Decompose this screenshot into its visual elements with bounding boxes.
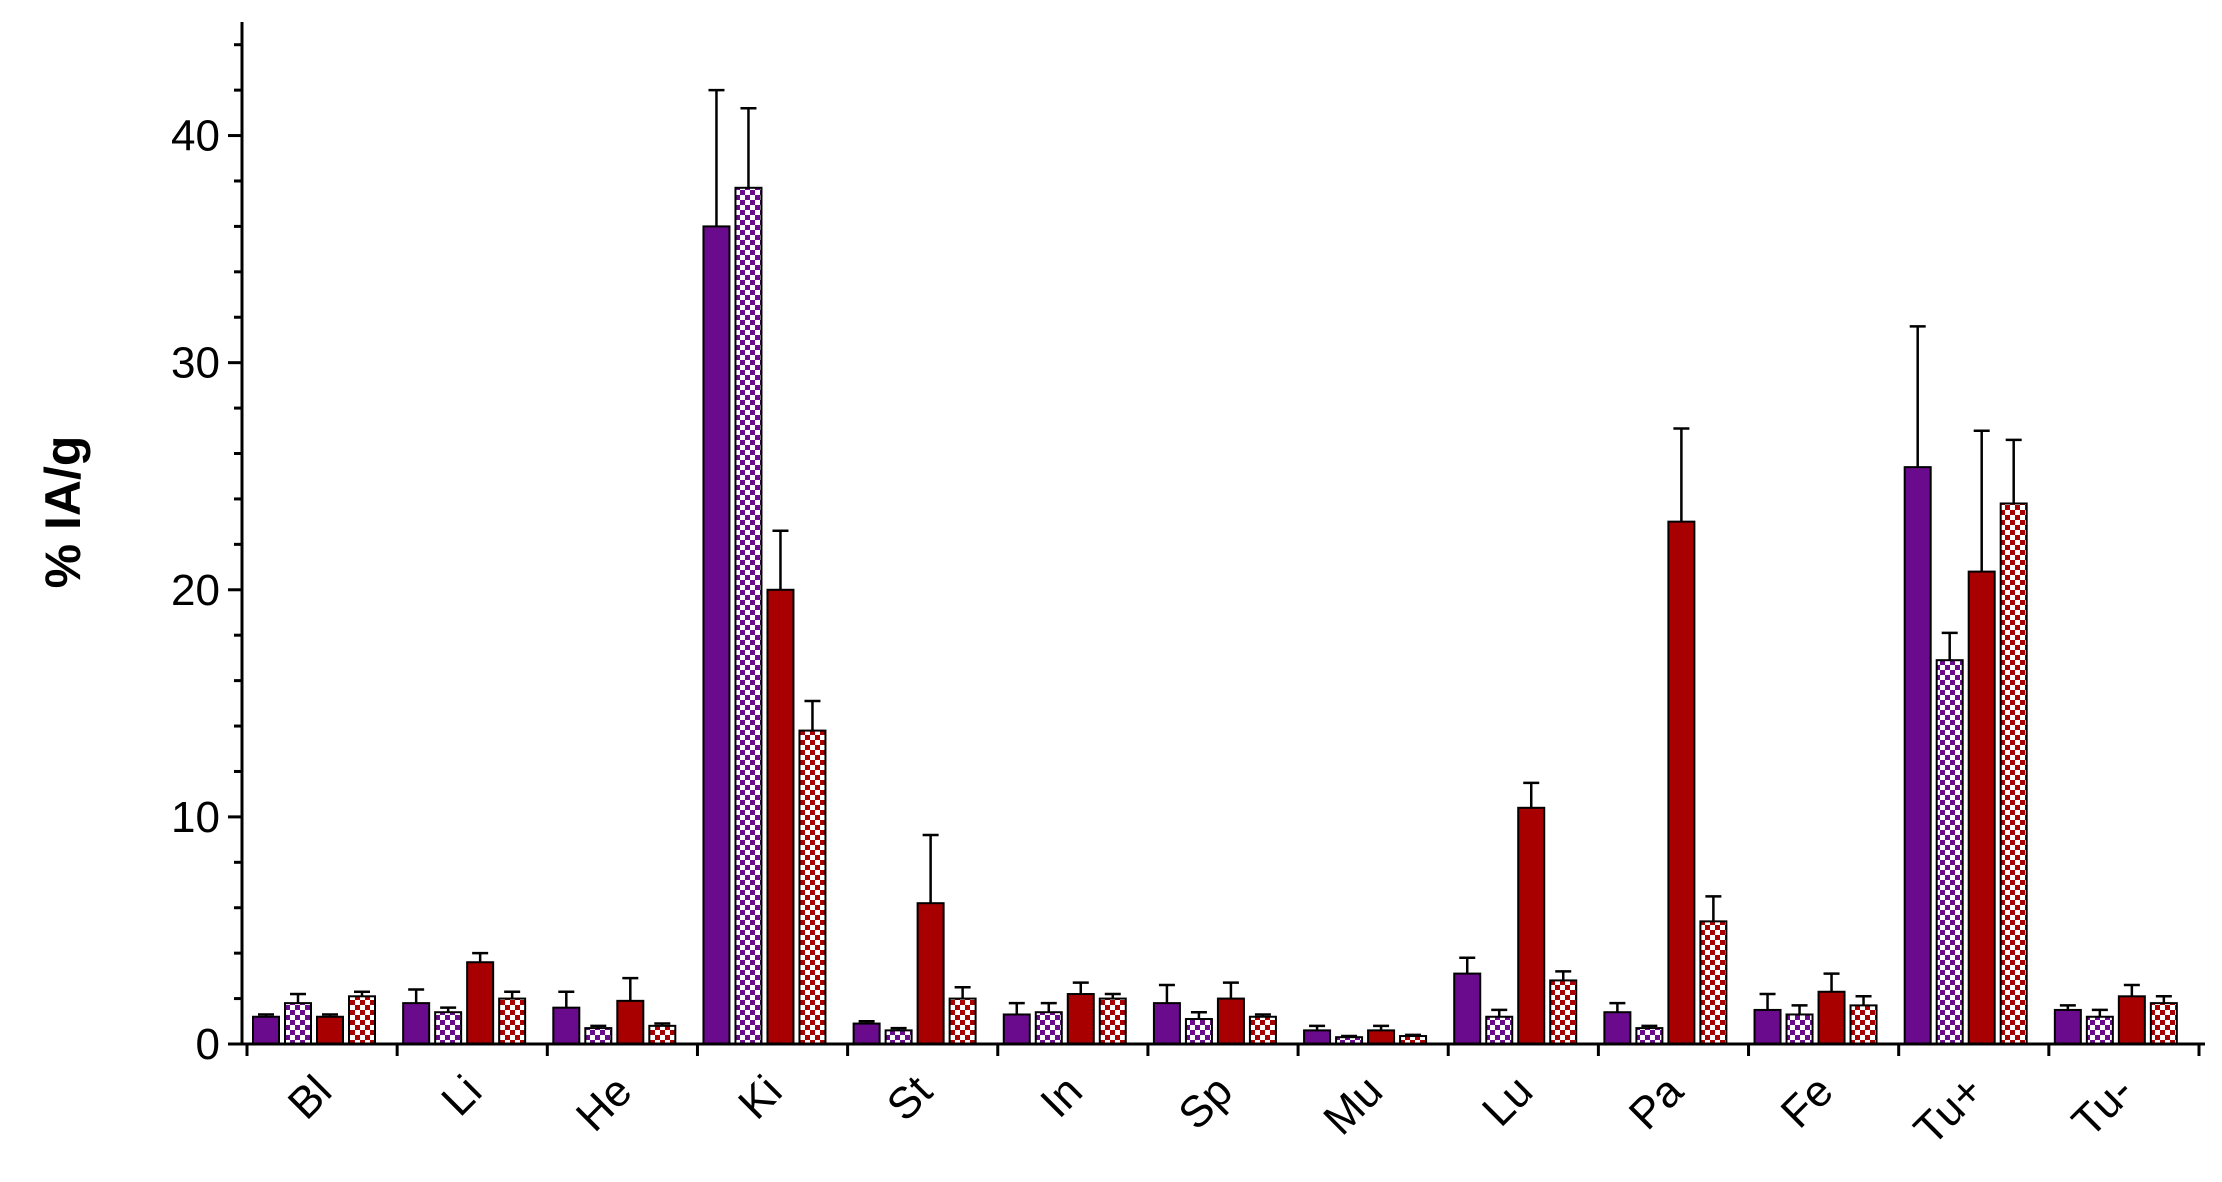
bar-Tu+-series-1 (1903, 466, 1932, 1046)
bar-In-series-2 (1034, 1011, 1063, 1046)
bar-He-series-4 (648, 1024, 677, 1045)
bar-Tu+-series-4 (1999, 502, 2028, 1045)
bar-He-series-1 (552, 1006, 581, 1046)
y-tick-label-0: 0 (196, 1020, 220, 1069)
bar-In-series-1 (1002, 1013, 1031, 1046)
bar-Tu+-series-2 (1935, 659, 1964, 1046)
bar-Lu-series-4 (1549, 979, 1578, 1045)
bar-Sp-series-1 (1152, 1002, 1181, 1045)
bar-In-series-3 (1066, 993, 1095, 1046)
bar-Lu-series-3 (1517, 806, 1546, 1045)
bar-Ki-series-1 (702, 225, 731, 1045)
bar-St-series-3 (916, 902, 945, 1045)
bar-In-series-4 (1098, 997, 1127, 1045)
x-tick-label-Ki: Ki (729, 1066, 791, 1128)
bar-He-series-3 (616, 999, 645, 1045)
bar-Li-series-1 (402, 1002, 431, 1045)
bar-He-series-2 (584, 1027, 613, 1045)
bar-Lu-series-2 (1485, 1015, 1514, 1045)
axes-layer (228, 22, 2205, 1056)
bar-Ki-series-4 (798, 729, 827, 1045)
x-tick-label-Fe: Fe (1772, 1066, 1843, 1137)
bar-Pa-series-1 (1603, 1011, 1632, 1046)
bar-Mu-series-3 (1367, 1029, 1396, 1045)
bar-Sp-series-3 (1216, 997, 1245, 1045)
x-tick-label-Mu: Mu (1314, 1066, 1392, 1144)
bar-Pa-series-4 (1699, 920, 1728, 1045)
y-tick-label-10: 10 (171, 793, 220, 842)
bar-Bl-series-1 (252, 1015, 280, 1045)
bars-layer (252, 88, 2178, 1046)
bar-Tu+-series-3 (1967, 570, 1996, 1045)
bar-Bl-series-2 (284, 1002, 312, 1045)
bar-Li-series-3 (466, 961, 495, 1045)
y-tick-label-40: 40 (171, 112, 220, 161)
y-tick-label-30: 30 (171, 339, 220, 388)
bar-Fe-series-2 (1785, 1013, 1814, 1046)
bar-Bl-series-3 (316, 1015, 344, 1045)
bar-Tu--series-3 (2117, 995, 2146, 1045)
x-tick-label-Sp: Sp (1169, 1066, 1242, 1139)
bar-Bl-series-4 (348, 995, 376, 1045)
bar-Lu-series-1 (1453, 972, 1482, 1046)
x-tick-label-Bl: Bl (279, 1066, 341, 1128)
x-tick-label-Pa: Pa (1620, 1066, 1693, 1139)
x-tick-label-Li: Li (432, 1066, 491, 1125)
x-tick-label-He: He (567, 1066, 641, 1140)
y-axis-title: % IA/g (35, 436, 91, 589)
bar-Tu--series-2 (2085, 1015, 2114, 1045)
bar-Fe-series-1 (1753, 1008, 1782, 1046)
x-tick-label-Tu+: Tu+ (1905, 1066, 1993, 1154)
bar-Ki-series-2 (734, 186, 763, 1045)
bar-Tu--series-1 (2053, 1008, 2082, 1046)
bar-St-series-1 (852, 1022, 881, 1045)
bar-St-series-2 (884, 1029, 913, 1045)
bar-Li-series-2 (434, 1011, 463, 1046)
y-tick-label-20: 20 (171, 566, 220, 615)
x-tick-label-In: In (1031, 1066, 1092, 1127)
bar-Sp-series-4 (1248, 1015, 1277, 1045)
bar-Sp-series-2 (1184, 1018, 1213, 1045)
x-tick-label-Tu-: Tu- (2063, 1066, 2143, 1146)
bar-Li-series-4 (498, 997, 527, 1045)
bar-Fe-series-3 (1817, 990, 1846, 1046)
x-tick-label-Lu: Lu (1473, 1066, 1542, 1135)
bar-Mu-series-1 (1303, 1029, 1332, 1045)
bar-Tu--series-4 (2149, 1002, 2178, 1045)
bar-Pa-series-2 (1635, 1027, 1664, 1045)
x-tick-label-St: St (878, 1066, 942, 1130)
bar-Fe-series-4 (1849, 1004, 1878, 1046)
bar-Ki-series-3 (766, 588, 795, 1045)
bar-Pa-series-3 (1667, 520, 1696, 1045)
bar-St-series-4 (948, 997, 977, 1045)
